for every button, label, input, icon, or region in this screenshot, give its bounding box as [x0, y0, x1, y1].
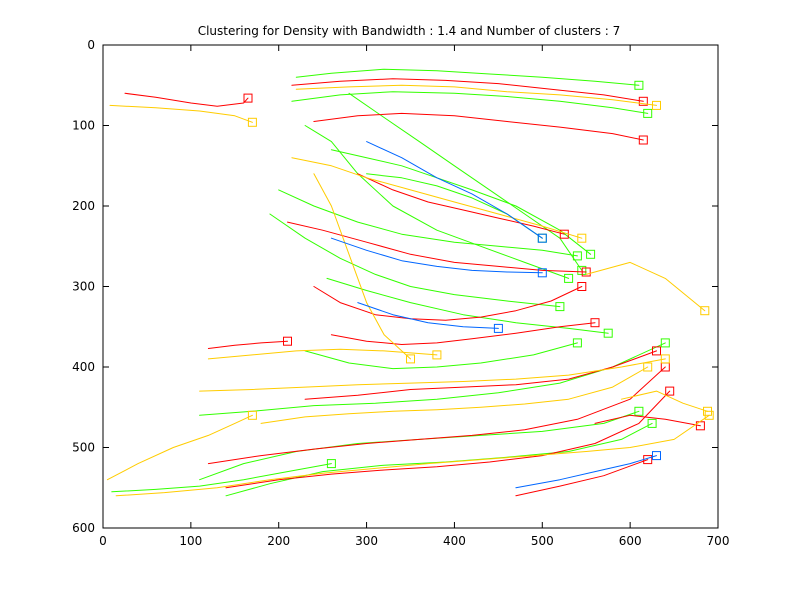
trajectory-end-marker-red-21 — [652, 346, 661, 356]
trajectory-blue-39 — [330, 237, 543, 274]
y-tick-label-1: 100 — [72, 119, 95, 133]
y-tick-label-3: 300 — [72, 280, 95, 294]
trajectory-green-13 — [326, 277, 609, 334]
trajectory-red-14 — [291, 78, 644, 102]
x-tick-label-4: 400 — [443, 534, 466, 548]
y-tick-label-5: 500 — [72, 441, 95, 455]
trajectory-end-marker-green-10 — [572, 338, 582, 348]
trajectory-end-marker-red-22 — [283, 336, 292, 346]
trajectory-yellow-28 — [291, 157, 583, 239]
trajectory-yellow-30 — [106, 414, 253, 481]
x-tick-label-5: 500 — [531, 534, 554, 548]
trajectory-end-marker-green-5 — [564, 273, 574, 283]
trajectory-end-marker-green-2 — [586, 249, 596, 259]
trajectory-blue-40 — [515, 455, 657, 489]
y-tick-label-6: 600 — [72, 521, 95, 535]
axes: 0 100 200 300 400 500 600 700 0 100 200 300 400 500 60… — [72, 38, 729, 548]
trajectory-red-19 — [207, 366, 666, 465]
trajectory-green-6 — [348, 92, 583, 271]
trajectory-end-marker-yellow-32 — [660, 354, 670, 364]
trajectory-end-marker-yellow-27 — [652, 100, 661, 110]
trajectory-end-marker-red-17 — [577, 282, 587, 291]
y-tick-label-2: 200 — [72, 199, 95, 213]
trajectory-end-marker-red-16 — [581, 267, 591, 277]
trajectory-end-marker-yellow-37 — [643, 362, 653, 372]
trajectory-end-marker-green-11 — [326, 459, 336, 469]
trajectory-end-marker-red-14 — [638, 96, 648, 106]
trajectory-end-marker-red-15 — [638, 135, 648, 145]
trajectory-yellow-33 — [207, 348, 438, 360]
trajectory-red-17 — [313, 286, 583, 321]
trajectory-end-marker-yellow-36 — [703, 406, 712, 416]
trajectory-end-marker-yellow-28 — [577, 233, 587, 243]
x-tick-label-3: 300 — [355, 534, 378, 548]
trajectory-end-marker-blue-41 — [493, 323, 503, 333]
x-tick-label-2: 200 — [267, 534, 290, 548]
trajectory-blue-41 — [357, 302, 499, 329]
trajectory-yellow-35 — [585, 261, 706, 312]
y-tick-label-0: 0 — [87, 38, 95, 52]
trajectory-green-3 — [278, 189, 578, 257]
trajectory-red-24 — [594, 414, 701, 427]
plot-area — [106, 68, 714, 497]
trajectory-green-0 — [295, 68, 640, 86]
trajectory-yellow-34 — [109, 104, 253, 123]
trajectory-green-9 — [199, 342, 666, 416]
y-tick-label-4: 400 — [72, 360, 95, 374]
trajectory-green-4 — [269, 213, 561, 308]
trajectory-end-marker-yellow-35 — [700, 306, 710, 316]
trajectory-end-marker-yellow-33 — [432, 350, 442, 360]
x-tick-label-0: 0 — [99, 534, 107, 548]
trajectory-end-marker-green-3 — [572, 251, 582, 261]
trajectory-end-marker-blue-39 — [537, 268, 547, 278]
trajectory-blue-38 — [366, 141, 543, 239]
chart-title: Clustering for Density with Bandwidth : … — [198, 24, 621, 38]
trajectory-end-marker-green-8 — [647, 418, 657, 428]
trajectory-green-10 — [304, 342, 578, 370]
trajectory-end-marker-green-9 — [660, 338, 670, 348]
trajectory-end-marker-blue-40 — [652, 451, 661, 461]
trajectory-red-22 — [207, 340, 288, 349]
trajectory-yellow-29 — [313, 173, 411, 360]
trajectory-green-2 — [330, 149, 592, 255]
trajectory-end-marker-yellow-34 — [247, 117, 257, 127]
trajectory-yellow-36 — [620, 390, 708, 412]
trajectory-end-marker-green-1 — [643, 108, 653, 118]
trajectory-yellow-27 — [295, 84, 657, 106]
trajectory-end-marker-green-7 — [634, 406, 644, 416]
trajectory-green-1 — [291, 91, 649, 114]
trajectory-red-16 — [287, 221, 587, 273]
trajectory-end-marker-yellow-29 — [406, 354, 415, 364]
trajectory-end-marker-red-25 — [590, 318, 600, 328]
trajectory-yellow-32 — [199, 358, 666, 392]
x-tick-label-6: 600 — [619, 534, 642, 548]
trajectory-end-marker-red-20 — [665, 386, 675, 396]
trajectory-red-26 — [515, 459, 649, 497]
trajectory-end-marker-yellow-30 — [247, 410, 257, 420]
trajectory-end-marker-green-4 — [555, 302, 565, 312]
x-tick-label-7: 700 — [707, 534, 730, 548]
trajectory-red-20 — [225, 390, 671, 489]
trajectory-end-marker-red-23 — [243, 93, 253, 103]
trajectory-end-marker-green-0 — [634, 80, 644, 90]
trajectory-end-marker-blue-38 — [537, 233, 547, 243]
trajectory-yellow-37 — [260, 366, 649, 424]
trajectory-red-18 — [357, 173, 565, 235]
trajectory-red-15 — [313, 112, 644, 141]
trajectory-green-11 — [111, 463, 332, 493]
trajectory-red-25 — [330, 322, 596, 345]
x-tick-label-1: 100 — [179, 534, 202, 548]
trajectory-end-marker-green-13 — [603, 328, 613, 338]
trajectory-green-5 — [304, 125, 570, 279]
trajectory-yellow-31 — [115, 414, 710, 497]
